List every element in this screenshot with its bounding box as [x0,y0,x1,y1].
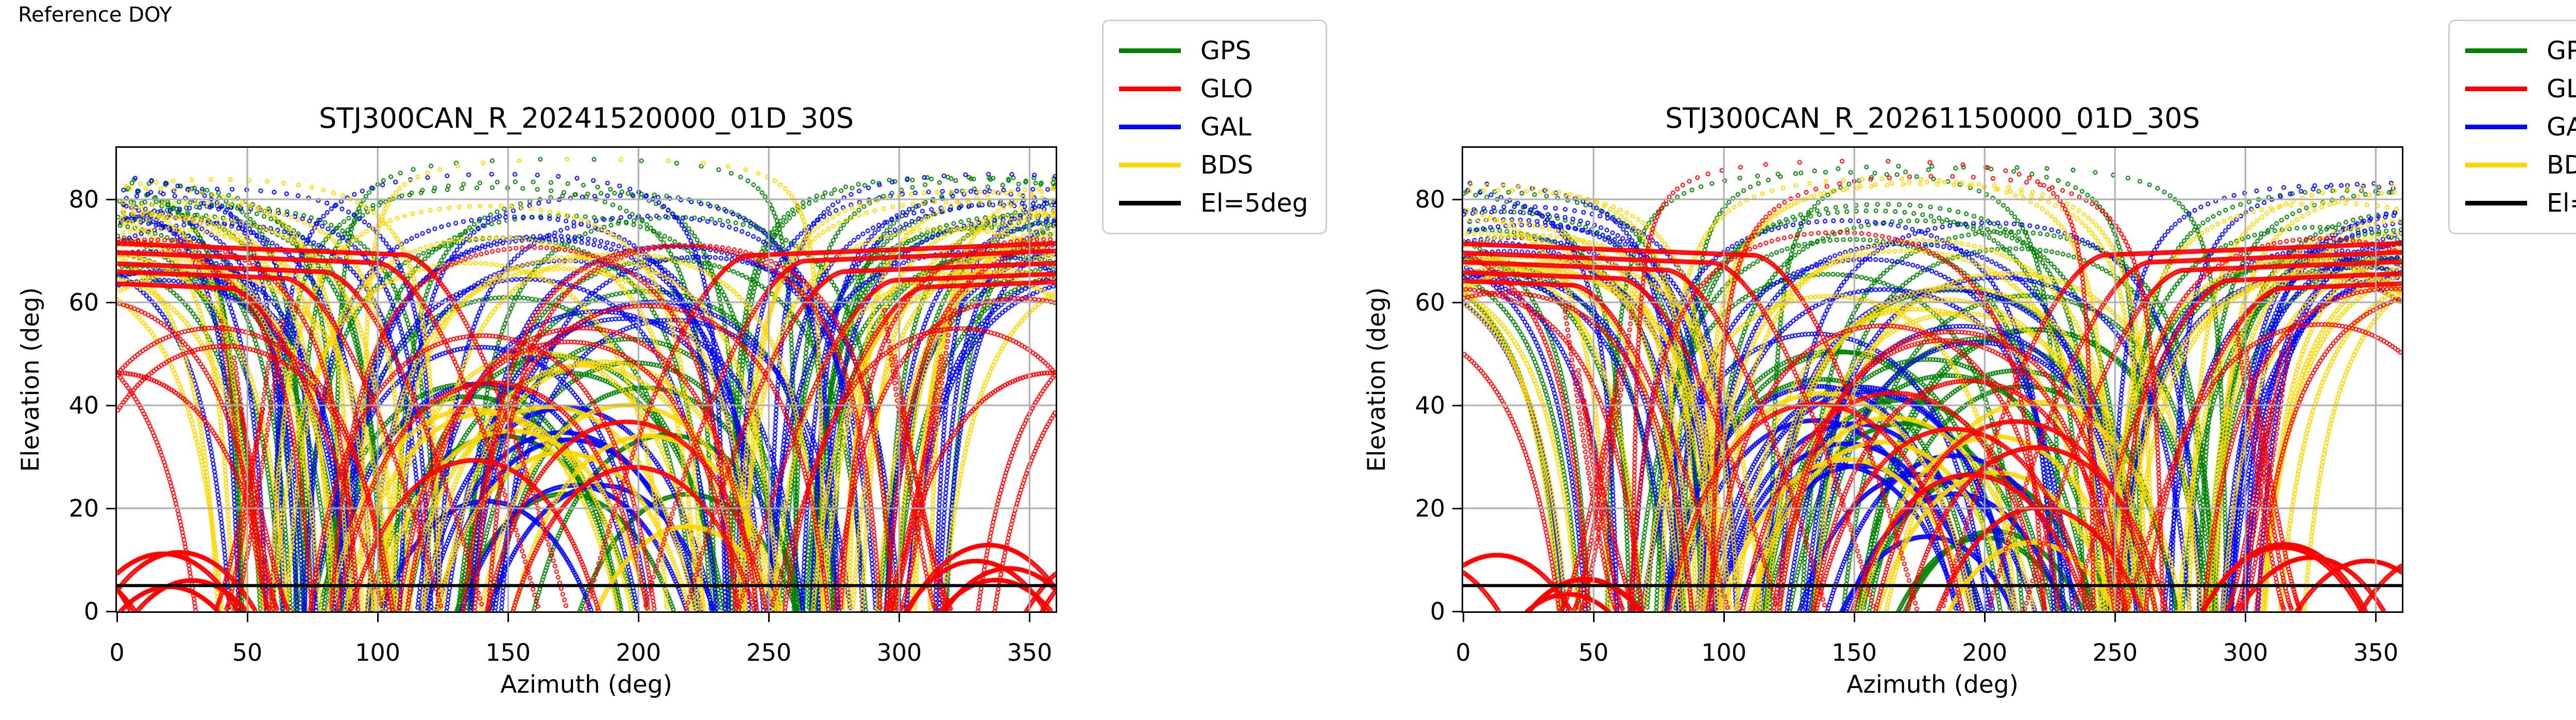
subplot-left: STJ300CAN_R_20241520000_01D_30S Azimuth … [16,20,1327,699]
x-tick-mark [1723,613,1725,622]
legend-item-gps: GPS [1119,36,1326,65]
legend-line-sample [2465,48,2527,53]
x-tick-label: 200 [616,639,662,666]
x-tick-mark [2244,613,2246,622]
x-tick-label: 100 [1701,639,1747,666]
legend-line-sample [1119,48,1181,53]
y-tick-mark [1452,301,1462,303]
legend-item-bds: BDS [1119,150,1326,180]
x-tick-mark [1028,613,1030,622]
legend-box: GPS GLO GAL BDS El=5deg [1102,20,1327,234]
legend-item-gps: GPS [2465,36,2576,65]
x-axis-label: Azimuth (deg) [500,671,672,699]
y-tick-label: 20 [69,494,99,522]
x-tick-mark [1984,613,1986,622]
legend-line-sample [2465,125,2527,129]
legend-line-sample [2465,201,2527,205]
x-tick-mark [116,613,118,622]
x-tick-mark [637,613,639,622]
plot-title: STJ300CAN_R_20241520000_01D_30S [318,102,854,134]
y-tick-mark [106,610,115,612]
x-tick-label: 250 [746,639,792,666]
y-tick-mark [1452,507,1462,509]
satellite-track-plot-canvas [1463,148,2402,611]
subplot-right: STJ300CAN_R_20261150000_01D_30S Azimuth … [1346,0,2576,720]
x-tick-label: 200 [1962,639,2008,666]
y-tick-label: 40 [69,391,99,419]
legend-item-label: BDS [2547,150,2576,180]
x-tick-mark [2375,613,2377,622]
legend-item-label: El=5deg [2547,188,2576,218]
x-tick-mark [2114,613,2116,622]
y-tick-label: 20 [1415,494,1445,522]
x-tick-mark [898,613,900,622]
x-tick-label: 250 [2092,639,2138,666]
x-tick-label: 350 [2353,639,2399,666]
x-tick-label: 50 [1578,639,1609,666]
legend-item-el-5deg: El=5deg [2465,188,2576,218]
legend-box: GPS GLO GAL BDS El=5deg [2448,20,2576,234]
y-tick-mark [1452,404,1462,406]
legend-item-label: GLO [2547,74,2576,104]
figure-suptitle: Reference DOY [18,3,172,27]
legend-item-gal: GAL [2465,112,2576,142]
x-tick-mark [377,613,379,622]
y-tick-mark [106,301,115,303]
y-tick-label: 40 [1415,391,1445,419]
y-tick-mark [1452,198,1462,200]
x-axis-label: Azimuth (deg) [1846,671,2019,699]
legend-item-bds: BDS [2465,150,2576,180]
x-tick-mark [1462,613,1464,622]
legend-line-sample [1119,125,1181,129]
x-tick-label: 150 [485,639,531,666]
x-tick-mark [1853,613,1855,622]
legend-item-gal: GAL [1119,112,1326,142]
x-tick-label: 0 [1455,639,1471,666]
legend-item-el-5deg: El=5deg [1119,188,1326,218]
x-tick-mark [246,613,248,622]
x-tick-label: 150 [1832,639,1877,666]
legend-item-label: BDS [1200,150,1253,180]
y-tick-label: 0 [83,597,99,625]
y-tick-mark [106,404,115,406]
y-tick-label: 80 [69,185,99,213]
y-tick-mark [1452,610,1462,612]
x-tick-label: 300 [2223,639,2268,666]
legend-item-label: GAL [1200,112,1251,142]
y-tick-label: 60 [1415,288,1445,316]
y-tick-mark [106,507,115,509]
y-tick-label: 0 [1430,597,1445,625]
x-tick-mark [1592,613,1595,622]
legend-item-label: GPS [1200,36,1251,65]
plot-title: STJ300CAN_R_20261150000_01D_30S [1665,102,2200,134]
legend-item-glo: GLO [2465,74,2576,104]
x-tick-label: 100 [355,639,401,666]
x-tick-mark [507,613,509,622]
x-tick-mark [768,613,770,622]
x-tick-label: 300 [876,639,922,666]
legend-item-label: GAL [2547,112,2576,142]
legend-item-label: El=5deg [1200,188,1309,218]
legend-item-label: GPS [2547,36,2576,65]
y-tick-label: 80 [1415,185,1445,213]
legend-line-sample [1119,201,1181,205]
legend-line-sample [2465,163,2527,167]
satellite-track-plot-canvas [117,148,1056,611]
legend-line-sample [2465,87,2527,91]
y-tick-label: 60 [69,288,99,316]
x-tick-label: 50 [232,639,263,666]
legend-item-label: GLO [1200,74,1253,104]
legend-item-glo: GLO [1119,74,1326,104]
x-tick-label: 350 [1007,639,1053,666]
legend-line-sample [1119,87,1181,91]
y-tick-mark [106,198,115,200]
legend-line-sample [1119,163,1181,167]
x-tick-label: 0 [109,639,125,666]
